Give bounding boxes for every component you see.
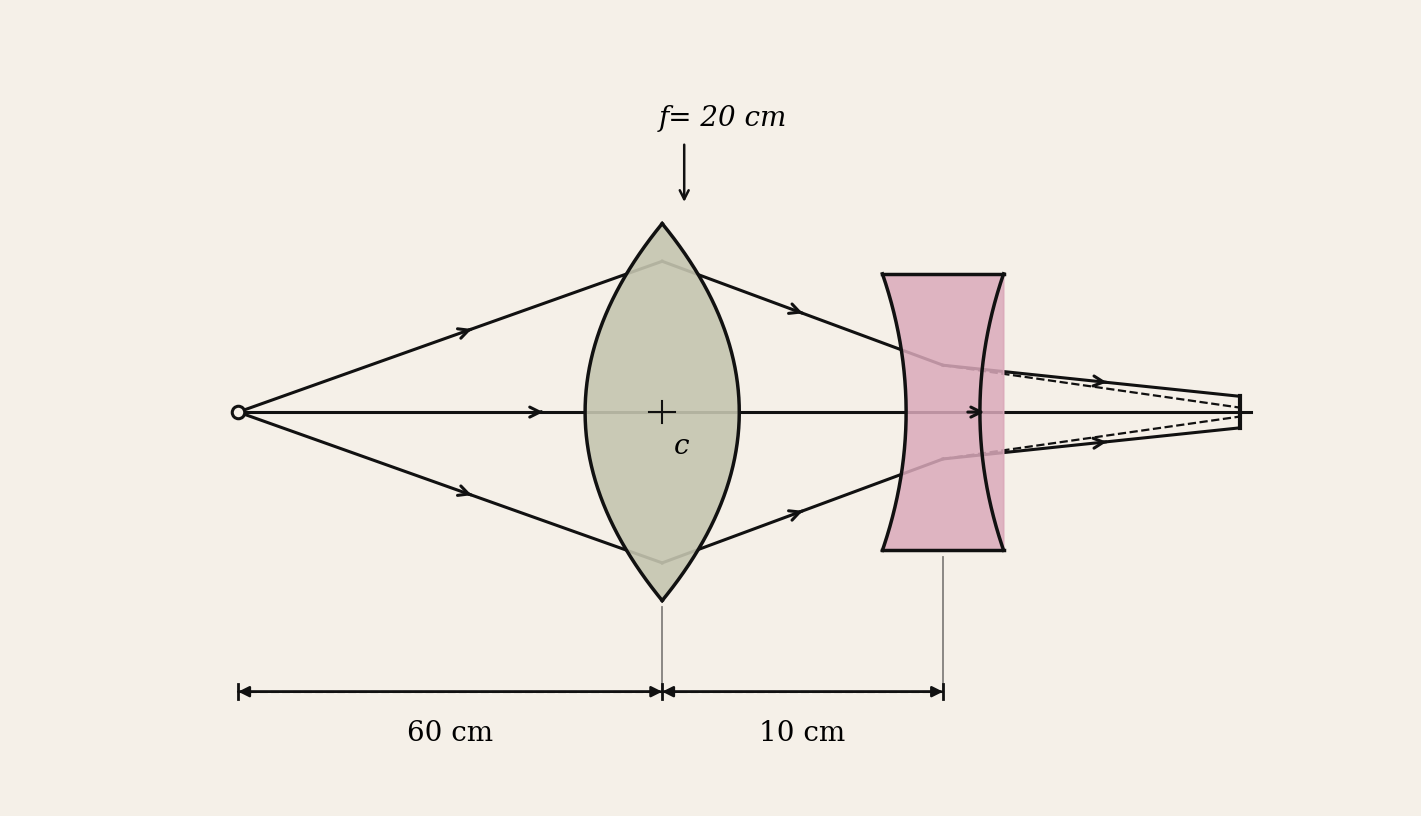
Text: c: c xyxy=(674,433,689,460)
Text: 10 cm: 10 cm xyxy=(759,720,845,747)
Polygon shape xyxy=(882,274,1003,550)
Text: f= 20 cm: f= 20 cm xyxy=(658,105,787,132)
Text: 60 cm: 60 cm xyxy=(408,720,493,747)
Polygon shape xyxy=(585,224,739,601)
